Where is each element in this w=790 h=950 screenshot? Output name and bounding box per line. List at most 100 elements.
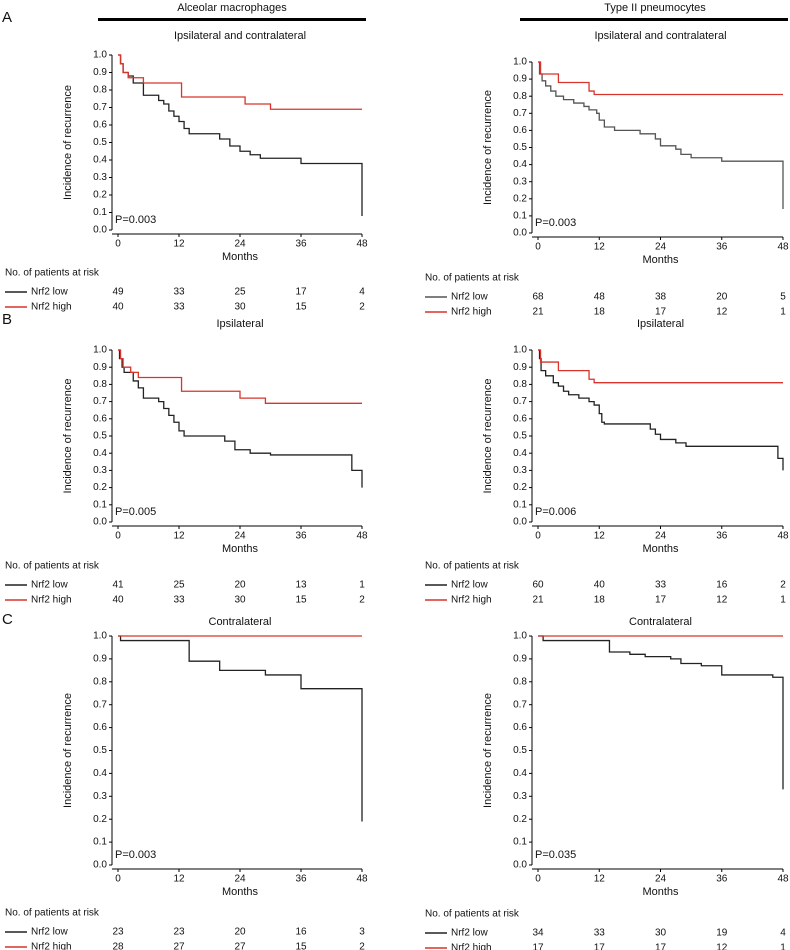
y-tick-label: 0.4 — [513, 159, 527, 170]
at-risk-count: 33 — [655, 580, 667, 591]
at-risk-count: 40 — [594, 580, 606, 591]
x-tick-label: 0 — [115, 874, 121, 885]
y-tick-label: 0.1 — [513, 499, 527, 510]
at-risk-count: 40 — [112, 302, 124, 313]
at-risk-count: 33 — [594, 928, 606, 939]
at-risk-count: 23 — [173, 927, 185, 938]
chart-title: Ipsilateral and contralateral — [594, 30, 726, 42]
chart-title: Contralateral — [629, 616, 692, 628]
chart-title: Ipsilateral — [216, 318, 263, 330]
legend-label: Nrf2 low — [451, 580, 488, 591]
at-risk-count: 20 — [234, 580, 246, 591]
at-risk-count: 40 — [112, 595, 124, 606]
at-risk-count: 17 — [295, 287, 307, 298]
x-tick-label: 36 — [295, 239, 307, 250]
x-tick-label: 24 — [234, 531, 246, 542]
x-tick-label: 12 — [173, 239, 185, 250]
y-tick-label: 1.0 — [513, 57, 527, 68]
p-value: P=0.003 — [115, 849, 156, 861]
at-risk-count: 13 — [295, 580, 307, 591]
x-tick-label: 48 — [356, 531, 368, 542]
y-tick-label: 0.4 — [93, 155, 107, 166]
legend-label: Nrf2 high — [451, 943, 492, 950]
legend-label: Nrf2 low — [31, 580, 68, 591]
at-risk-count: 12 — [716, 595, 728, 606]
y-tick-label: 0.8 — [513, 676, 527, 687]
risk-table-title: No. of patients at risk — [425, 909, 520, 920]
survival-curve — [118, 54, 363, 216]
y-tick-label: 0.1 — [93, 207, 107, 218]
y-axis-label: Incidence of recurrence — [482, 693, 494, 808]
y-axis-label: Incidence of recurrence — [482, 379, 494, 494]
x-tick-label: 0 — [535, 531, 541, 542]
y-tick-label: 0.8 — [93, 379, 107, 390]
legend-label: Nrf2 high — [31, 302, 72, 313]
legend-label: Nrf2 low — [451, 928, 488, 939]
x-axis-label: Months — [222, 543, 259, 555]
x-axis-label: Months — [222, 886, 259, 898]
at-risk-count: 15 — [295, 302, 307, 313]
y-tick-label: 0.1 — [513, 837, 527, 848]
p-value: P=0.003 — [535, 217, 576, 229]
legend-label: Nrf2 low — [31, 927, 68, 938]
survival-curve — [118, 349, 363, 488]
at-risk-count: 25 — [234, 287, 246, 298]
x-tick-label: 12 — [594, 531, 606, 542]
y-tick-label: 1.0 — [93, 50, 107, 61]
x-axis-label: Months — [642, 886, 679, 898]
y-axis-label: Incidence of recurrence — [62, 85, 74, 200]
x-tick-label: 24 — [655, 874, 667, 885]
x-tick-label: 36 — [716, 874, 728, 885]
x-tick-label: 36 — [716, 242, 728, 253]
at-risk-count: 41 — [112, 580, 124, 591]
at-risk-count: 30 — [655, 928, 667, 939]
y-tick-label: 0.1 — [93, 499, 107, 510]
at-risk-count: 23 — [112, 927, 124, 938]
y-tick-label: 0.7 — [513, 699, 527, 710]
y-tick-label: 0.4 — [513, 768, 527, 779]
at-risk-count: 2 — [359, 942, 365, 950]
y-tick-label: 0.3 — [513, 465, 527, 476]
y-tick-label: 0.4 — [93, 448, 107, 459]
at-risk-count: 19 — [716, 928, 728, 939]
at-risk-count: 17 — [594, 943, 606, 950]
y-tick-label: 0.3 — [93, 172, 107, 183]
y-tick-label: 0.5 — [513, 431, 527, 442]
at-risk-count: 60 — [532, 580, 544, 591]
y-tick-label: 0.9 — [93, 362, 107, 373]
y-tick-label: 0.7 — [93, 396, 107, 407]
panel-label: B — [2, 311, 12, 328]
x-tick-label: 24 — [655, 531, 667, 542]
p-value: P=0.035 — [535, 849, 576, 861]
x-tick-label: 36 — [295, 874, 307, 885]
at-risk-count: 3 — [359, 927, 365, 938]
y-tick-label: 0.7 — [513, 108, 527, 119]
y-tick-label: 0.2 — [93, 814, 107, 825]
x-tick-label: 48 — [777, 242, 789, 253]
y-tick-label: 0.0 — [513, 517, 527, 528]
legend-label: Nrf2 low — [31, 287, 68, 298]
p-value: P=0.006 — [535, 506, 576, 518]
legend-label: Nrf2 high — [451, 595, 492, 606]
survival-curve — [538, 61, 784, 210]
x-axis-label: Months — [642, 543, 679, 555]
survival-curve — [118, 54, 362, 110]
y-tick-label: 0.5 — [93, 745, 107, 756]
column-header: Type II pneumocytes — [604, 2, 706, 14]
p-value: P=0.005 — [115, 506, 156, 518]
x-tick-label: 36 — [716, 531, 728, 542]
y-tick-label: 0.6 — [513, 413, 527, 424]
x-tick-label: 12 — [173, 874, 185, 885]
at-risk-count: 49 — [112, 287, 124, 298]
x-tick-label: 0 — [535, 242, 541, 253]
x-tick-label: 0 — [535, 874, 541, 885]
at-risk-count: 1 — [359, 580, 365, 591]
risk-table-title: No. of patients at risk — [5, 908, 100, 919]
x-tick-label: 24 — [655, 242, 667, 253]
at-risk-count: 16 — [716, 580, 728, 591]
at-risk-count: 18 — [594, 307, 606, 318]
y-tick-label: 0.0 — [93, 225, 107, 236]
at-risk-count: 34 — [532, 928, 544, 939]
at-risk-count: 18 — [594, 595, 606, 606]
